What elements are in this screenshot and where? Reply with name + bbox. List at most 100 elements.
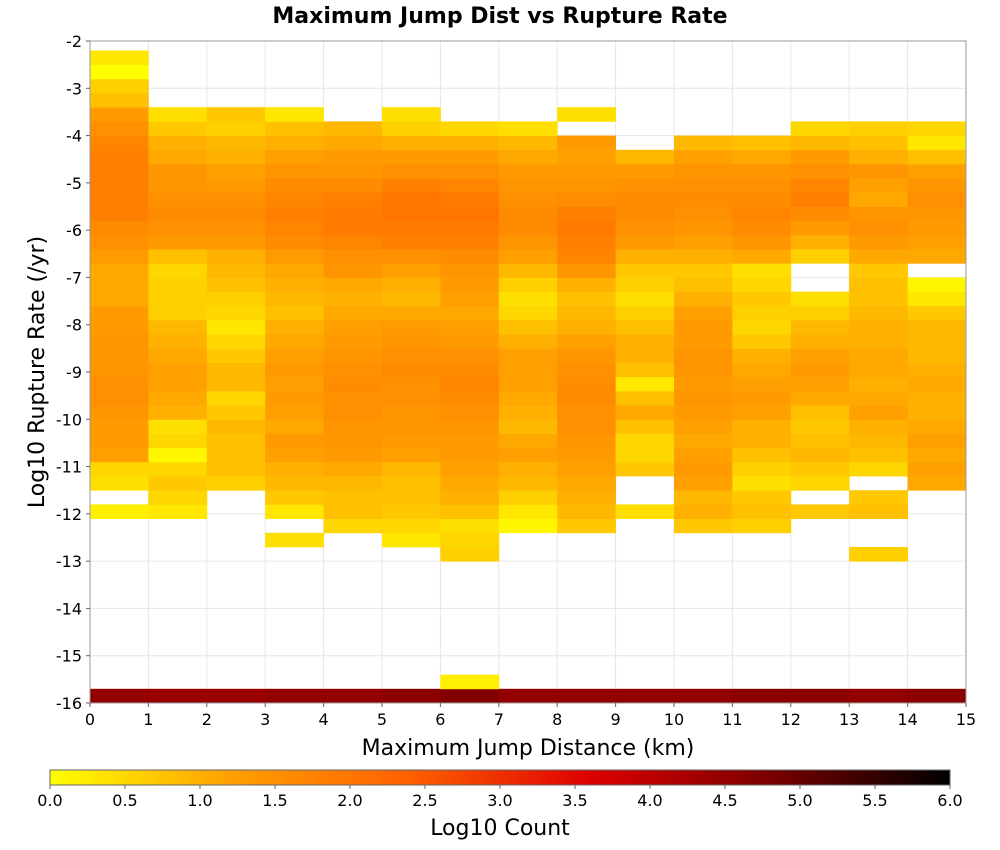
- heatmap-cell: [382, 249, 441, 264]
- heatmap-cell: [382, 532, 441, 548]
- heatmap-cell: [732, 163, 792, 179]
- heatmap-cell: [206, 419, 266, 434]
- heatmap-cell: [323, 121, 383, 136]
- heatmap-cell: [615, 319, 675, 335]
- heatmap-cell: [790, 178, 850, 193]
- heatmap-cell: [440, 532, 500, 548]
- heatmap-cell: [790, 220, 850, 236]
- heatmap-cell: [674, 277, 733, 293]
- heatmap-cell: [148, 461, 208, 477]
- heatmap-cell: [265, 220, 324, 236]
- x-tick-label: 8: [552, 710, 562, 729]
- x-tick-label: 1: [143, 710, 153, 729]
- heatmap-cell: [440, 376, 500, 392]
- heatmap-cell: [440, 433, 500, 449]
- heatmap-cell: [615, 206, 675, 222]
- colorbar-tick-label: 0.5: [112, 791, 137, 810]
- heatmap-cell: [849, 490, 908, 505]
- heatmap-cell: [849, 234, 908, 250]
- heatmap-cell: [907, 476, 967, 491]
- heatmap-cell: [615, 192, 675, 207]
- heatmap-cell: [674, 688, 733, 704]
- heatmap-cell: [148, 121, 208, 136]
- heatmap-cell: [732, 135, 792, 151]
- heatmap-cell: [732, 334, 792, 349]
- heatmap-cell: [557, 433, 616, 449]
- heatmap-cell: [790, 362, 850, 378]
- heatmap-cell: [557, 376, 616, 392]
- colorbar-tick-label: 6.0: [937, 791, 962, 810]
- heatmap-cell: [148, 263, 208, 278]
- heatmap-cell: [382, 277, 441, 293]
- heatmap-cell: [90, 433, 149, 449]
- heatmap-cell: [557, 149, 616, 165]
- heatmap-cell: [849, 163, 908, 179]
- heatmap-cell: [732, 688, 792, 704]
- heatmap-cell: [498, 249, 558, 264]
- y-tick-label: -13: [56, 552, 82, 571]
- heatmap-cell: [732, 376, 792, 392]
- heatmap-cell: [849, 461, 908, 477]
- heatmap-cell: [674, 447, 733, 463]
- heatmap-cell: [615, 220, 675, 236]
- heatmap-cell: [382, 348, 441, 363]
- heatmap-cell: [206, 688, 266, 704]
- heatmap-cell: [90, 476, 149, 491]
- heatmap-cell: [382, 107, 441, 122]
- heatmap-cell: [498, 504, 558, 519]
- heatmap-cell: [440, 121, 500, 136]
- heatmap-cell: [557, 107, 616, 122]
- heatmap-cell: [265, 149, 324, 165]
- heatmap-cell: [907, 249, 967, 264]
- heatmap-cell: [440, 220, 500, 236]
- heatmap-cell: [498, 334, 558, 349]
- heatmap-cell: [148, 405, 208, 420]
- heatmap-cell: [148, 476, 208, 491]
- heatmap-cell: [674, 178, 733, 193]
- heatmap-cell: [849, 433, 908, 449]
- heatmap-cell: [148, 390, 208, 406]
- heatmap-cell: [849, 688, 908, 704]
- heatmap-cell: [674, 490, 733, 505]
- heatmap-cell: [148, 688, 208, 704]
- x-axis-ticks: 0 1 2 3 4 5 6 7 8 9 10 11 12 13 14 15: [85, 703, 976, 729]
- heatmap-cell: [615, 504, 675, 519]
- heatmap-cell: [382, 234, 441, 250]
- heatmap-cell: [790, 149, 850, 165]
- heatmap-cell: [90, 192, 149, 207]
- heatmap-cell: [790, 476, 850, 491]
- heatmap-cell: [265, 390, 324, 406]
- heatmap-cell: [790, 163, 850, 179]
- heatmap-cell: [265, 192, 324, 207]
- x-tick-label: 13: [839, 710, 859, 729]
- heatmap-cell: [849, 546, 908, 562]
- heatmap-cell: [206, 348, 266, 363]
- heatmap-cell: [265, 447, 324, 463]
- heatmap-cell: [732, 277, 792, 293]
- heatmap-cell: [557, 348, 616, 363]
- heatmap-cell: [498, 149, 558, 165]
- heatmap-cell: [265, 476, 324, 491]
- heatmap-cell: [90, 319, 149, 335]
- heatmap-cell: [907, 461, 967, 477]
- heatmap-cell: [732, 461, 792, 477]
- x-axis-label: Maximum Jump Distance (km): [362, 736, 695, 761]
- heatmap-cell: [732, 319, 792, 335]
- heatmap-cell: [206, 390, 266, 406]
- heatmap-cell: [440, 334, 500, 349]
- y-tick-label: -8: [66, 316, 82, 335]
- heatmap-cell: [674, 362, 733, 378]
- heatmap-cell: [790, 121, 850, 136]
- heatmap-cell: [90, 64, 149, 80]
- heatmap-cell: [557, 504, 616, 519]
- heatmap-cell: [382, 376, 441, 392]
- heatmap-cell: [440, 504, 500, 519]
- heatmap-cell: [498, 476, 558, 491]
- heatmap-cell: [849, 206, 908, 222]
- heatmap-cell: [323, 249, 383, 264]
- heatmap-cell: [265, 532, 324, 548]
- heatmap-cell: [498, 178, 558, 193]
- heatmap-cell: [90, 263, 149, 278]
- heatmap-cell: [557, 234, 616, 250]
- heatmap-cell: [90, 305, 149, 321]
